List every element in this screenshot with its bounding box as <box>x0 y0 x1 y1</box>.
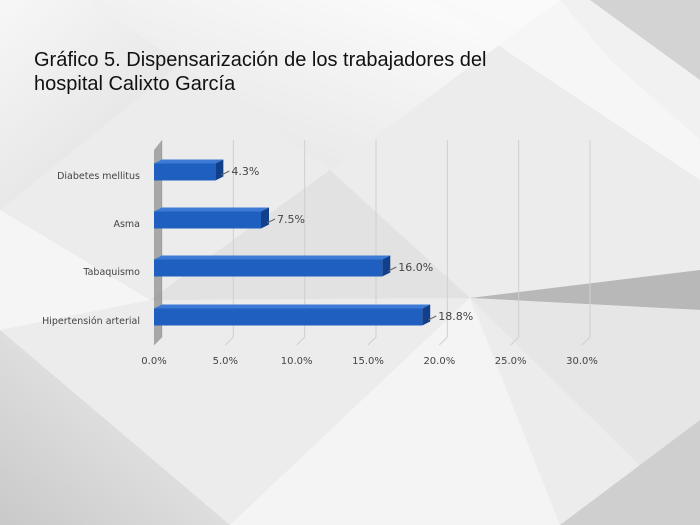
data-label-leader <box>221 170 230 176</box>
data-label-leader <box>427 315 437 321</box>
chart-title: Gráfico 5. Dispensarización de los traba… <box>34 49 487 95</box>
gridline-floor <box>367 336 377 346</box>
gridline-floor <box>581 336 591 346</box>
bar-side <box>215 159 224 181</box>
bar-side <box>382 255 391 277</box>
category-label: Hipertensión arterial <box>42 316 140 327</box>
category-label: Asma <box>113 219 140 230</box>
data-label: 16.0% <box>398 261 433 274</box>
category-label: Diabetes mellitus <box>57 171 140 182</box>
category-label: Tabaquismo <box>82 267 140 278</box>
x-tick-label: 10.0% <box>281 356 313 367</box>
bar-top <box>154 207 269 212</box>
bar-top <box>154 304 431 309</box>
data-label-leader <box>266 218 276 224</box>
x-tick-label: 25.0% <box>495 356 527 367</box>
gridline-floor <box>296 336 306 346</box>
x-tick-label: 15.0% <box>352 356 384 367</box>
data-label: 7.5% <box>277 213 305 226</box>
data-label: 18.8% <box>438 310 473 323</box>
data-label-leader <box>388 266 397 272</box>
x-tick-label: 20.0% <box>423 356 455 367</box>
bar <box>154 211 261 229</box>
gridline-floor <box>438 336 448 346</box>
bar-top <box>154 159 224 164</box>
gridline-floor <box>510 336 520 346</box>
bar-side <box>261 207 269 229</box>
bar-top <box>154 255 391 260</box>
x-tick-label: 5.0% <box>213 356 238 367</box>
gridline-floor <box>224 336 234 346</box>
data-label: 4.3% <box>231 165 259 178</box>
bar-side <box>422 304 431 326</box>
axis-wall <box>154 140 162 345</box>
x-tick-label: 0.0% <box>141 356 166 367</box>
bar <box>154 259 383 277</box>
x-tick-label: 30.0% <box>566 356 598 367</box>
bar <box>154 163 216 181</box>
bar <box>154 308 423 326</box>
